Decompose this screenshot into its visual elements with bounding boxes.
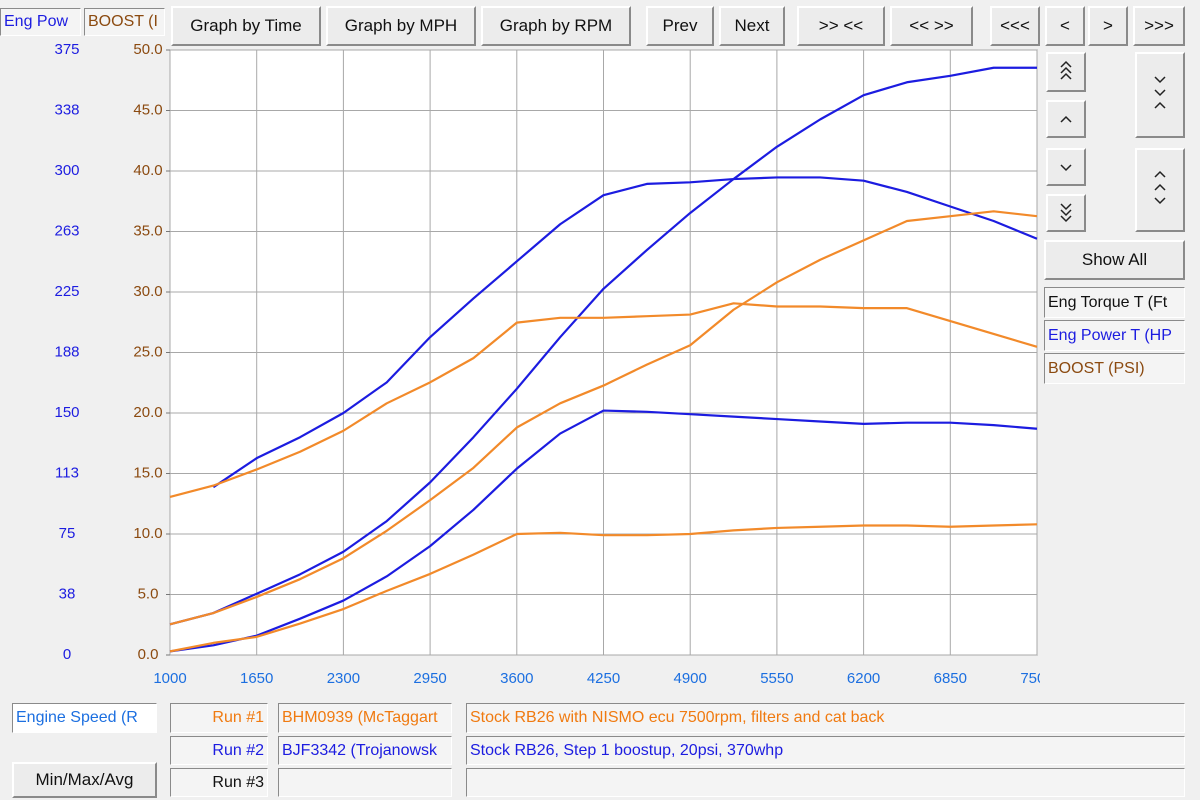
run-description[interactable]: Stock RB26 with NISMO ecu 7500rpm, filte… [466,703,1185,733]
x-tick-label: 7500 [1020,670,1040,687]
y2-axis-tab[interactable]: BOOST (I [84,8,165,36]
button[interactable]: Graph by Time [171,6,321,46]
button[interactable]: << >> [890,6,973,46]
button[interactable]: Next [719,6,785,46]
y-tick-label: 188 [54,343,79,360]
run-label: Run #2 [170,736,268,765]
y-axis-tab[interactable]: Eng Pow [0,8,81,36]
button[interactable]: Graph by RPM [481,6,631,46]
series-line [169,302,1038,498]
y2-tick-label: 30.0 [133,283,162,300]
button[interactable]: <<< [990,6,1040,46]
button[interactable]: >> << [797,6,885,46]
y2-tick-label: 0.0 [138,646,159,663]
scroll-up-fast-button[interactable] [1046,52,1086,92]
series-line [169,66,1037,626]
run-description[interactable] [466,768,1185,797]
y-tick-label: 113 [55,464,79,481]
y-tick-label: 263 [54,222,79,239]
y2-tick-label: 45.0 [133,101,162,118]
y2-tick-label: 5.0 [138,585,159,602]
y2-tick-label: 35.0 [133,222,162,239]
run-label: Run #3 [170,768,268,797]
x-tick-label: 6200 [847,670,880,687]
scroll-down-button[interactable] [1046,148,1086,186]
y-tick-label: 225 [54,283,79,300]
legend-entry[interactable]: Eng Power T (HP [1044,320,1185,351]
legend-entry[interactable]: Eng Torque T (Ft [1044,287,1185,318]
icon [1154,76,1166,109]
icon [1060,60,1072,80]
run-description[interactable]: Stock RB26, Step 1 boostup, 20psi, 370wh… [466,736,1185,765]
icon [1060,164,1072,172]
y2-tick-label: 20.0 [133,404,162,421]
scroll-down-fast-button[interactable] [1046,194,1086,232]
y-tick-label: 38 [59,585,76,602]
y2-tick-label: 25.0 [133,343,162,360]
x-tick-label: 2300 [327,670,360,687]
x-tick-label: 5550 [760,670,793,687]
button[interactable]: >>> [1133,6,1185,46]
y2-tick-label: 40.0 [133,162,162,179]
x-tick-label: 3600 [500,670,533,687]
y-tick-label: 300 [54,162,79,179]
y-tick-label: 75 [59,525,76,542]
icon [1154,170,1166,205]
x-tick-label: 6850 [934,670,967,687]
min-max-avg-button[interactable]: Min/Max/Avg [12,762,157,798]
icon [1060,115,1072,123]
legend-entry[interactable]: BOOST (PSI) [1044,353,1185,384]
series-line [212,176,1038,489]
x-tick-label: 1650 [240,670,273,687]
y2-tick-label: 15.0 [133,464,162,481]
y-tick-label: 375 [54,41,79,58]
button[interactable]: Prev [646,6,714,46]
zoom-in-button[interactable] [1135,148,1185,232]
x-tick-label: 4900 [674,670,707,687]
y2-tick-label: 50.0 [133,41,162,58]
y-tick-label: 0 [63,646,71,663]
series-line [169,523,1038,653]
series-line [169,210,1038,626]
button[interactable]: < [1045,6,1085,46]
button[interactable]: > [1088,6,1128,46]
x-axis-label[interactable]: Engine Speed (R [12,703,157,733]
run-id[interactable]: BHM0939 (McTaggart [278,703,452,733]
zoom-out-button[interactable] [1135,52,1185,138]
scroll-up-button[interactable] [1046,100,1086,138]
button[interactable]: Graph by MPH [326,6,476,46]
x-tick-label: 2950 [413,670,446,687]
icon [1060,203,1072,223]
run-label: Run #1 [170,703,268,733]
x-tick-label: 4250 [587,670,620,687]
chart: 1000 1650 2300 2950 3600 4250 4900 5550 6200 6850… [54,41,1040,687]
y-tick-label: 150 [54,404,79,421]
series-line [169,409,1038,653]
y-tick-label: 338 [54,101,79,118]
run-id[interactable]: BJF3342 (Trojanowsk [278,736,452,765]
show-all-button[interactable]: Show All [1044,240,1185,280]
x-tick-label: 1000 [153,670,186,687]
run-id[interactable] [278,768,452,797]
y2-tick-label: 10.0 [133,525,162,542]
